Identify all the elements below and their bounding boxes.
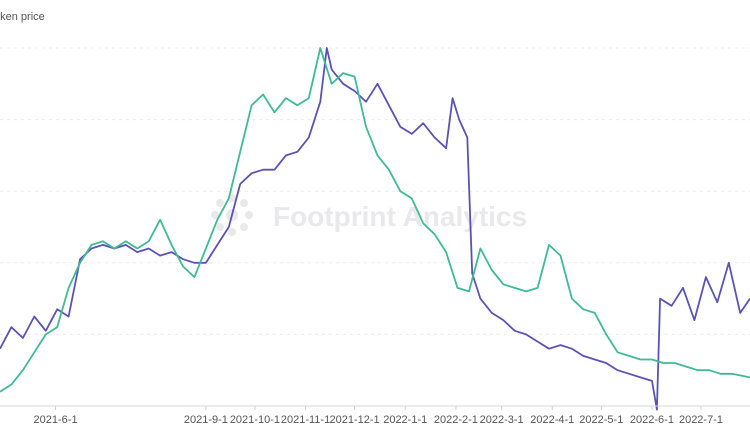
x-tick-label: 2022-5-1 — [579, 414, 623, 426]
x-tick-label: 2021-10-1 — [230, 414, 280, 426]
chart-title: oken price — [0, 11, 45, 23]
watermark: Footprint Analytics — [211, 194, 527, 236]
x-tick-label: 2022-2-1 — [434, 414, 478, 426]
x-axis-ticks: 2021-6-1 2021-9-1 2021-10-1 2021-11-1 2021-1… — [34, 406, 723, 426]
x-tick-label: 2022-7-1 — [679, 414, 723, 426]
x-tick-label: 2022-3-1 — [480, 414, 524, 426]
x-tick-label: 2021-12-1 — [329, 414, 379, 426]
x-tick-label: 2022-1-1 — [383, 414, 427, 426]
x-tick-label: 2022-6-1 — [630, 414, 674, 426]
series-line-2 — [0, 47, 750, 393]
footprint-logo-icon — [211, 194, 253, 236]
x-tick-label: 2021-6-1 — [34, 414, 78, 426]
series-line-1 — [0, 47, 750, 411]
watermark-text: Footprint Analytics — [273, 201, 527, 232]
grid — [0, 47, 750, 335]
x-tick-label: 2021-11-1 — [281, 414, 330, 426]
x-tick-label: 2022-4-1 — [530, 414, 574, 426]
series-layer — [0, 47, 750, 411]
x-tick-label: 2021-9-1 — [184, 414, 228, 426]
